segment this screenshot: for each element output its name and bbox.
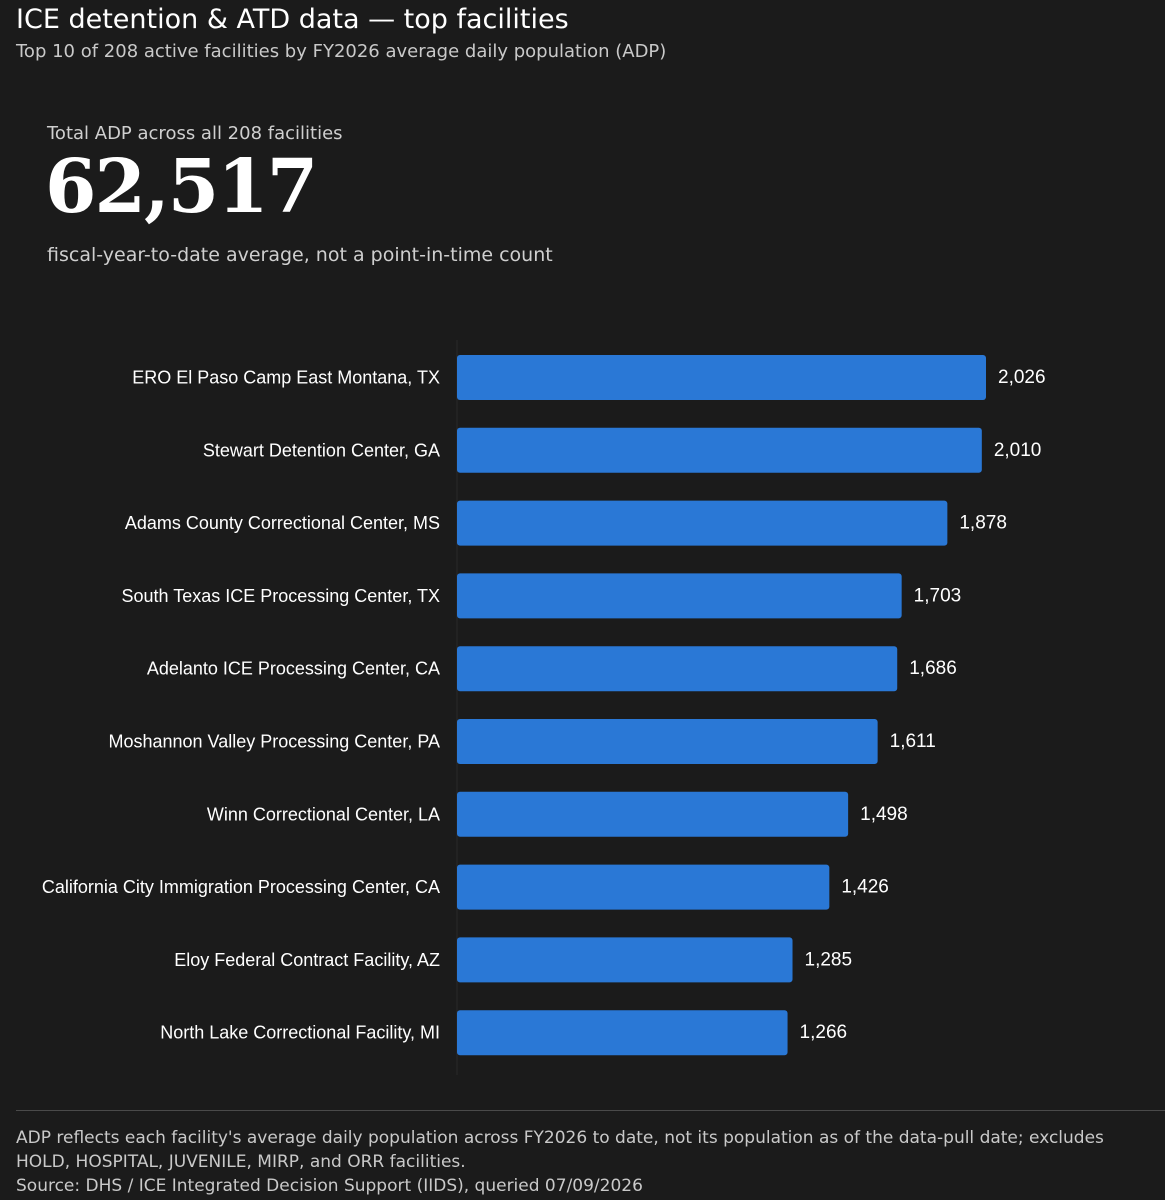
value-label: 1,426	[841, 877, 889, 898]
bar	[457, 1010, 788, 1056]
category-label: ERO El Paso Camp East Montana, TX	[132, 368, 440, 388]
footer-divider	[16, 1110, 1165, 1111]
bar	[457, 646, 898, 692]
category-label: Adelanto ICE Processing Center, CA	[147, 659, 440, 679]
category-label: Moshannon Valley Processing Center, PA	[108, 732, 440, 752]
value-label: 1,266	[800, 1022, 848, 1043]
value-label: 1,498	[860, 804, 908, 825]
category-label: Winn Correctional Center, LA	[207, 804, 440, 824]
category-label: Adams County Correctional Center, MS	[125, 513, 440, 533]
kpi-note: fiscal-year-to-date average, not a point…	[47, 244, 553, 266]
bars-group: ERO El Paso Camp East Montana, TX 2,026 St…	[42, 355, 1046, 1056]
bar	[457, 937, 793, 983]
category-label: South Texas ICE Processing Center, TX	[122, 586, 441, 606]
kpi-label: Total ADP across all 208 facilities	[47, 123, 343, 144]
footnote: ADP reflects each facility's average dai…	[16, 1128, 1104, 1172]
value-label: 1,611	[890, 731, 936, 752]
category-label: Eloy Federal Contract Facility, AZ	[174, 950, 440, 970]
value-label: 1,686	[909, 658, 957, 679]
bar	[457, 573, 902, 619]
source-note: Source: DHS / ICE Integrated Decision Su…	[16, 1176, 643, 1196]
value-label: 1,703	[914, 585, 962, 606]
bar	[457, 719, 878, 764]
bar	[457, 355, 986, 400]
page-title: ICE detention & ATD data — top facilitie…	[16, 4, 569, 35]
page-subtitle: Top 10 of 208 active facilities by FY202…	[16, 41, 667, 62]
bar-chart: ERO El Paso Camp East Montana, TX 2,026 St…	[42, 340, 1046, 1075]
bar	[457, 427, 982, 473]
value-label: 1,285	[805, 949, 853, 970]
value-label: 2,010	[994, 440, 1042, 461]
kpi-value: 62,517	[45, 144, 318, 230]
category-label: Stewart Detention Center, GA	[203, 440, 440, 460]
bar	[457, 791, 849, 837]
bar	[457, 500, 948, 546]
bar	[457, 864, 830, 910]
category-label: California City Immigration Processing C…	[42, 877, 440, 897]
value-label: 2,026	[998, 367, 1046, 388]
value-label: 1,878	[959, 513, 1007, 534]
category-label: North Lake Correctional Facility, MI	[160, 1023, 440, 1043]
